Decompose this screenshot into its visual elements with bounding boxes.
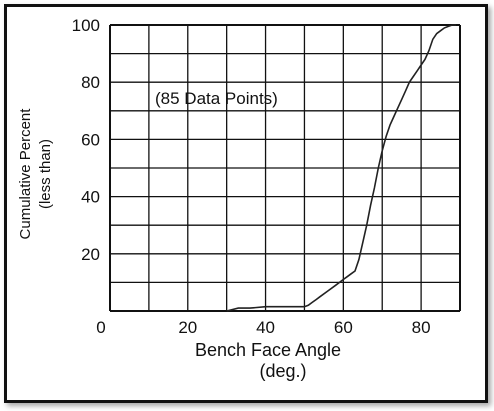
y-axis-label: Cumulative Percent bbox=[17, 108, 34, 240]
x-axis-unit: (deg.) bbox=[259, 361, 306, 381]
grid bbox=[110, 25, 460, 311]
x-tick-label: 80 bbox=[412, 318, 431, 337]
data-points-annotation: (85 Data Points) bbox=[155, 89, 278, 108]
y-tick-label: 20 bbox=[81, 245, 100, 264]
x-tick-label: 20 bbox=[178, 318, 197, 337]
y-tick-label: 60 bbox=[81, 130, 100, 149]
x-tick-label: 0 bbox=[96, 318, 105, 337]
x-tick-label: 60 bbox=[334, 318, 353, 337]
y-tick-label: 80 bbox=[81, 73, 100, 92]
y-tick-label: 100 bbox=[72, 16, 100, 35]
y-tick-label: 40 bbox=[81, 188, 100, 207]
x-tick-label: 40 bbox=[256, 318, 275, 337]
y-axis-sublabel: (less than) bbox=[37, 139, 54, 209]
x-axis-label: Bench Face Angle bbox=[195, 340, 341, 360]
